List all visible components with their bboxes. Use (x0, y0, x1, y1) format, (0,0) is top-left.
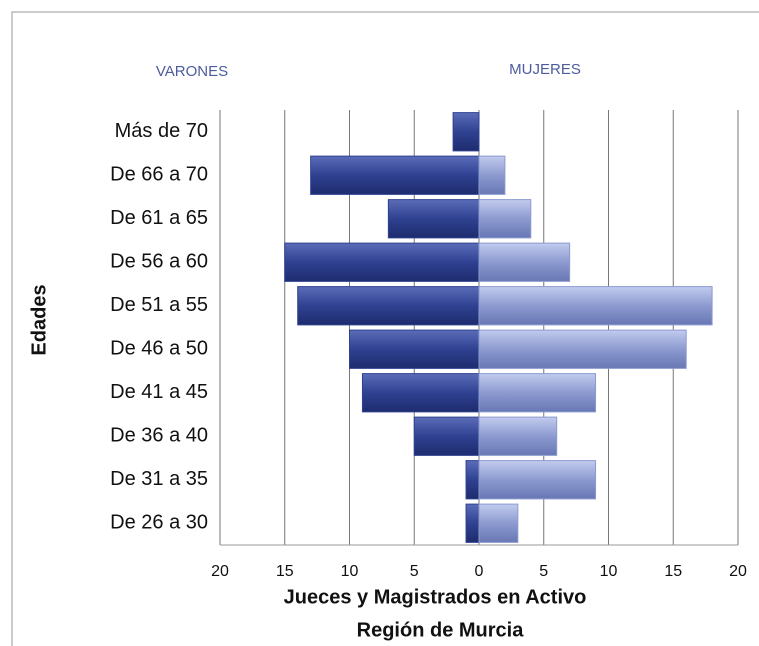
y-tick-label: De 41 a 45 (110, 381, 208, 403)
y-tick-label: De 46 a 50 (110, 338, 208, 360)
bar (452, 112, 480, 152)
y-tick-label: De 56 a 60 (110, 251, 208, 273)
x-tick-label: 20 (211, 563, 229, 580)
x-tick-label: 0 (475, 563, 484, 580)
bar (465, 503, 480, 543)
bar (478, 199, 532, 239)
y-axis-title: Edades (28, 284, 50, 355)
bar (478, 416, 558, 456)
bar (361, 373, 480, 413)
frame (11, 11, 759, 646)
bar (478, 329, 687, 369)
left-label: VARONES (156, 63, 228, 80)
bar (284, 242, 480, 282)
x-tick-label: 10 (600, 563, 618, 580)
right-label: MUJERES (509, 61, 581, 78)
x-tick-label: 20 (729, 563, 747, 580)
bar (349, 329, 480, 369)
bar (387, 199, 480, 239)
y-tick-label: De 61 a 65 (110, 207, 208, 229)
bar (478, 373, 597, 413)
x-axis-title: Región de Murcia (357, 619, 525, 641)
bar (297, 286, 480, 326)
bar (478, 503, 519, 543)
y-tick-label: De 36 a 40 (110, 425, 208, 447)
y-tick-label: De 51 a 55 (110, 294, 208, 316)
bar (478, 155, 506, 195)
y-tick-label: De 66 a 70 (110, 164, 208, 186)
x-tick-label: 5 (410, 563, 419, 580)
bar (413, 416, 480, 456)
x-tick-label: 5 (539, 563, 548, 580)
bar (478, 286, 713, 326)
x-tick-label: 15 (664, 563, 682, 580)
bar (310, 155, 480, 195)
x-axis-title: Jueces y Magistrados en Activo (284, 586, 587, 608)
x-tick-label: 15 (276, 563, 294, 580)
bar (478, 460, 597, 500)
bar (465, 460, 480, 500)
y-tick-label: De 31 a 35 (110, 468, 208, 490)
x-tick-label: 10 (341, 563, 359, 580)
y-tick-label: De 26 a 30 (110, 512, 208, 534)
bar (478, 242, 571, 282)
y-tick-label: Más de 70 (115, 120, 208, 142)
